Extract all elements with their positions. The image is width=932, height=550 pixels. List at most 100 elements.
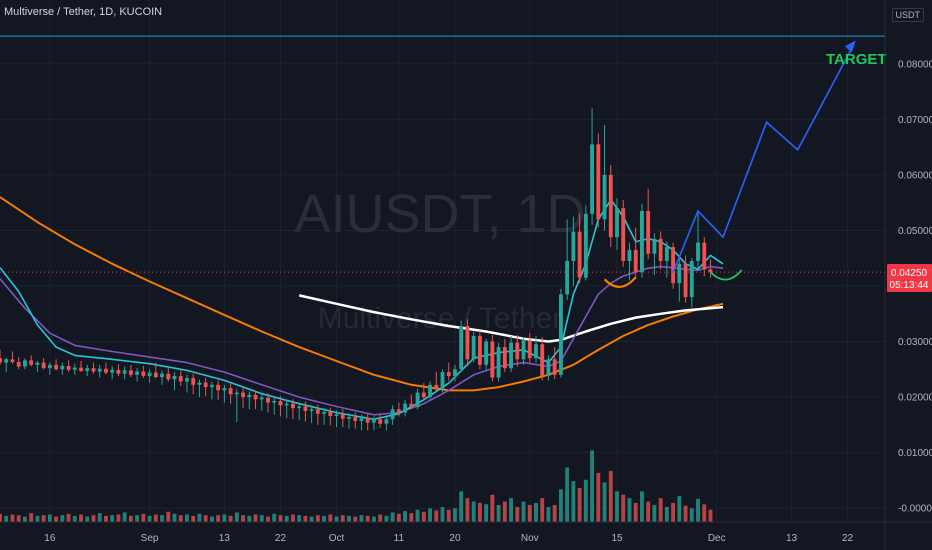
- candle-body: [496, 347, 501, 378]
- volume-bar: [683, 505, 688, 522]
- candle-body: [222, 388, 227, 391]
- volume-bar: [91, 515, 96, 522]
- candle-body: [315, 409, 320, 414]
- time-axis-label: 22: [842, 533, 854, 544]
- time-axis-label: 13: [219, 533, 231, 544]
- price-axis-label: 0.02000: [898, 393, 932, 404]
- volume-bar: [671, 502, 676, 522]
- volume-bar: [446, 509, 451, 522]
- time-axis-label: 20: [449, 533, 461, 544]
- volume-bar: [434, 510, 439, 522]
- candle-body: [234, 392, 239, 395]
- candle-body: [290, 403, 295, 409]
- green-cup-arc: [709, 269, 743, 281]
- price-axis-label: 0.06000: [898, 170, 932, 181]
- candle-body: [633, 249, 638, 273]
- volume-bar: [60, 515, 65, 522]
- currency-unit-button[interactable]: USDT: [891, 8, 924, 22]
- volume-bar: [309, 516, 314, 522]
- candle-body: [378, 419, 383, 424]
- candle-body: [253, 394, 258, 400]
- candle-body: [303, 406, 308, 411]
- candle-body: [60, 365, 65, 370]
- candle-body: [41, 362, 46, 369]
- candle-body: [247, 394, 252, 398]
- candle-body: [571, 231, 576, 261]
- volume-bar: [646, 501, 651, 522]
- target-label[interactable]: TARGET: [826, 51, 887, 68]
- price-axis-label: 0.05000: [898, 226, 932, 237]
- volume-bar: [0, 513, 2, 522]
- candle-body: [178, 375, 183, 382]
- annotations[interactable]: [603, 40, 856, 288]
- candle-body: [47, 364, 52, 369]
- volume-bar: [297, 515, 302, 522]
- volume-bar: [453, 508, 457, 522]
- candle-body: [652, 238, 657, 254]
- candle-body: [191, 378, 196, 385]
- candle-body: [272, 400, 277, 403]
- volume-bar: [540, 498, 545, 522]
- candle-body: [340, 414, 345, 419]
- volume-bar: [122, 512, 127, 522]
- candle-body: [97, 368, 102, 372]
- volume-bar: [54, 516, 59, 522]
- volume-bar: [234, 512, 239, 522]
- volume-bar: [621, 494, 626, 522]
- volume-bar: [85, 516, 90, 522]
- candle-body: [671, 247, 676, 284]
- volume-bar: [565, 467, 570, 522]
- candle-body: [527, 340, 532, 359]
- candle-body: [359, 418, 364, 421]
- volume-bar: [633, 502, 638, 522]
- volume-bar: [365, 515, 370, 522]
- candle-body: [266, 397, 270, 403]
- volume-bar: [97, 513, 102, 522]
- volume-bar: [583, 479, 588, 522]
- price-axis-label: 0.03000: [898, 337, 932, 348]
- price-axis-label: 0.01000: [898, 448, 932, 459]
- volume-bar: [29, 513, 34, 522]
- price-badge-price: 0.04250: [891, 268, 928, 279]
- volume-bar: [104, 515, 108, 522]
- volume-bar: [41, 515, 46, 522]
- volume-bar: [689, 508, 694, 522]
- candle-body: [627, 249, 632, 261]
- candle-body: [552, 359, 557, 375]
- volume-bar: [515, 507, 520, 522]
- volume-bar: [147, 515, 152, 522]
- volume-bar: [241, 515, 245, 522]
- candle-body: [534, 344, 538, 359]
- candle-body: [353, 417, 358, 421]
- volume-bar: [4, 515, 9, 522]
- candle-body: [116, 369, 121, 374]
- candle-body: [403, 403, 408, 413]
- candle-body: [446, 372, 451, 376]
- volume-bar: [197, 513, 202, 522]
- candle-body: [10, 359, 15, 363]
- candle-body: [284, 403, 289, 406]
- volume-bar: [222, 514, 227, 522]
- time-axis[interactable]: 16 Sep 13 22 Oct 11 20 Nov 15 Dec 13 22: [0, 521, 932, 544]
- volume-bar: [347, 515, 351, 522]
- candle-body: [696, 242, 700, 261]
- volume-bar: [284, 515, 289, 522]
- volume-bar: [116, 514, 121, 522]
- volume-bar: [35, 515, 40, 522]
- volume-bar: [303, 515, 308, 522]
- candle-body: [640, 211, 644, 273]
- candle-body: [384, 419, 389, 424]
- candle-body: [0, 358, 2, 363]
- candle-body: [135, 371, 140, 375]
- volume-bar: [259, 515, 264, 522]
- volume-bar: [502, 501, 507, 522]
- candle-body: [66, 365, 71, 370]
- volume-bar: [166, 511, 171, 522]
- candle-body: [54, 364, 59, 370]
- candle-body: [540, 344, 545, 376]
- symbol-header: Multiverse / Tether, 1D, KUCOIN: [4, 6, 163, 18]
- volume-bar: [509, 498, 513, 522]
- candle-body: [72, 367, 77, 370]
- candles: [0, 108, 713, 431]
